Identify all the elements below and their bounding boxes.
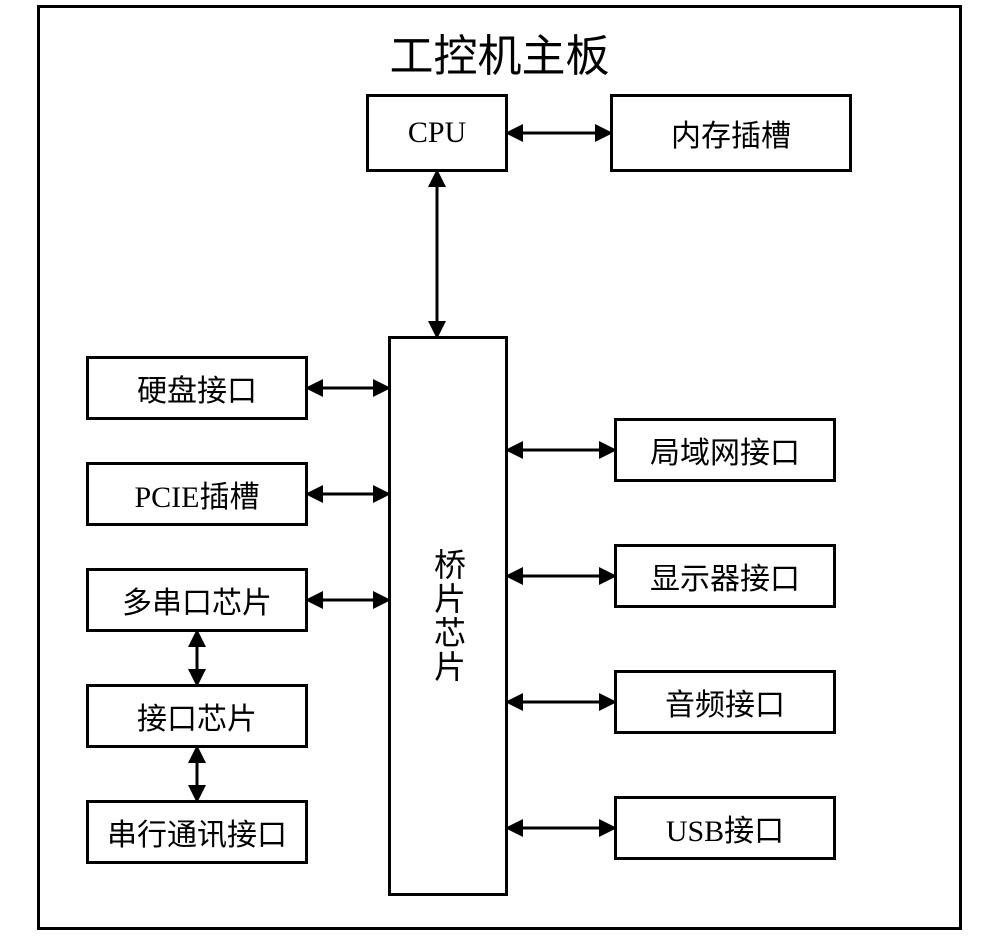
pcie-slot-box: PCIE插槽 [86, 462, 308, 526]
usb-label: USB接口 [666, 806, 784, 850]
pcie-label: PCIE插槽 [134, 472, 259, 516]
bridge-label: 桥片芯片 [424, 548, 472, 684]
memory-slot-box: 内存插槽 [610, 94, 852, 172]
lan-interface-box: 局域网接口 [614, 418, 836, 482]
multi-serial-chip-box: 多串口芯片 [86, 568, 308, 632]
multiserial-label: 多串口芯片 [122, 578, 272, 622]
memory-label: 内存插槽 [671, 111, 791, 155]
hdd-interface-box: 硬盘接口 [86, 356, 308, 420]
hdd-label: 硬盘接口 [137, 366, 257, 410]
cpu-box: CPU [366, 94, 508, 172]
diagram-title: 工控机主板 [390, 20, 610, 84]
serialcomm-label: 串行通讯接口 [107, 810, 287, 854]
lan-label: 局域网接口 [650, 428, 800, 472]
main-container: 工控机主板 CPU 内存插槽 桥片芯片 硬盘接口 PCIE插槽 多串口芯片 接口… [37, 5, 962, 930]
display-label: 显示器接口 [650, 554, 800, 598]
interface-chip-box: 接口芯片 [86, 684, 308, 748]
serial-comm-interface-box: 串行通讯接口 [86, 800, 308, 864]
usb-interface-box: USB接口 [614, 796, 836, 860]
interfacechip-label: 接口芯片 [137, 694, 257, 738]
cpu-label: CPU [408, 116, 466, 150]
display-interface-box: 显示器接口 [614, 544, 836, 608]
audio-interface-box: 音频接口 [614, 670, 836, 734]
audio-label: 音频接口 [665, 680, 785, 724]
bridge-chip-box: 桥片芯片 [388, 336, 508, 896]
